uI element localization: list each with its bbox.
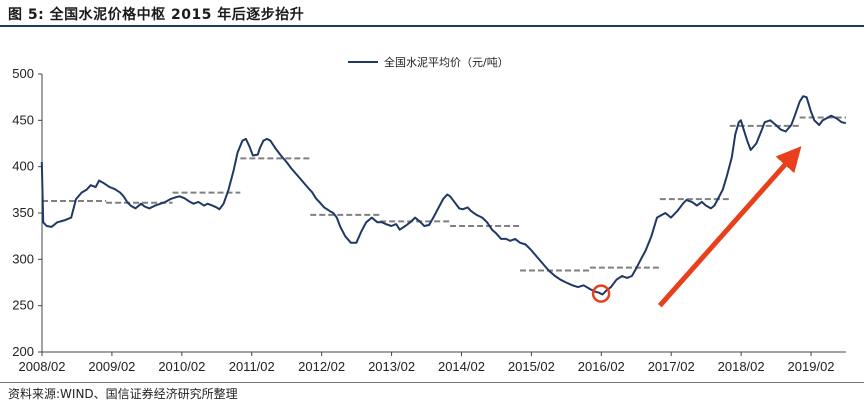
figure-title: 图 5: 全国水泥价格中枢 2015 年后逐步抬升 bbox=[8, 7, 305, 23]
y-tick-label: 500 bbox=[12, 66, 34, 81]
chart-annotations bbox=[591, 146, 802, 308]
x-tick-label: 2018/02 bbox=[718, 359, 765, 374]
y-tick-label: 200 bbox=[12, 344, 34, 359]
x-tick-label: 2016/02 bbox=[578, 359, 625, 374]
source-note: 资料来源:WIND、国信证券经济研究所整理 bbox=[8, 387, 238, 401]
chart-series bbox=[40, 95, 847, 296]
line-chart: 200 250 300 350 400 450 500 2008/02 2009/02 2010/… bbox=[12, 55, 847, 374]
highlight-circle bbox=[591, 284, 611, 303]
x-tick-label: 2009/02 bbox=[88, 359, 135, 374]
series-line bbox=[40, 95, 847, 296]
chart-legend: 全国水泥平均价（元/吨） bbox=[348, 55, 509, 69]
title-rule bbox=[0, 25, 864, 27]
y-tick-label: 300 bbox=[12, 251, 34, 266]
legend-label: 全国水泥平均价（元/吨） bbox=[384, 55, 509, 69]
x-tick-label: 2008/02 bbox=[19, 359, 66, 374]
x-tick-label: 2012/02 bbox=[298, 359, 345, 374]
x-tick-label: 2010/02 bbox=[158, 359, 205, 374]
average-level-lines bbox=[42, 116, 846, 272]
x-tick-label: 2011/02 bbox=[229, 359, 275, 374]
y-tick-label: 350 bbox=[12, 205, 34, 220]
x-tick-label: 2013/02 bbox=[368, 359, 415, 374]
x-tick-label: 2014/02 bbox=[438, 359, 485, 374]
y-tick-label: 400 bbox=[12, 159, 34, 174]
chart-axes: 200 250 300 350 400 450 500 2008/02 2009/02 2010/… bbox=[12, 66, 846, 374]
y-tick-label: 250 bbox=[12, 298, 34, 313]
x-tick-label: 2015/02 bbox=[508, 359, 555, 374]
y-tick-label: 450 bbox=[12, 112, 34, 127]
trend-arrow bbox=[657, 146, 802, 308]
x-tick-label: 2019/02 bbox=[788, 359, 835, 374]
x-tick-label: 2017/02 bbox=[648, 359, 695, 374]
footer-rule bbox=[0, 382, 864, 383]
